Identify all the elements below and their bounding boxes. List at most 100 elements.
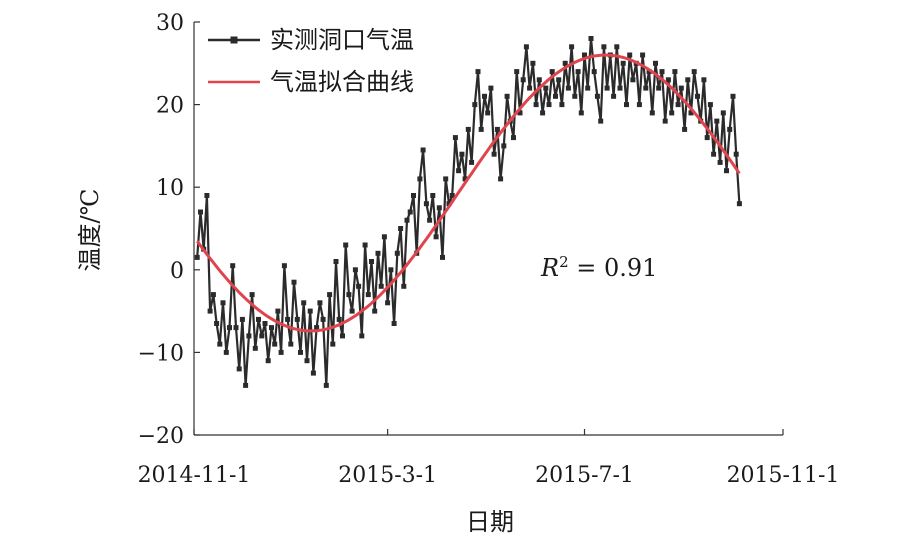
measured-point [656,85,662,91]
measured-point [511,135,516,141]
measured-point [649,110,655,116]
measured-point [449,193,455,198]
measured-point [330,341,336,347]
measured-point [469,159,475,165]
measured-point [543,85,549,91]
measured-point [452,135,458,141]
measured-point [659,69,665,75]
measured-point [281,263,287,269]
measured-point [207,308,213,314]
measured-point [294,316,300,322]
legend-label-fit: 气温拟合曲线 [270,68,414,96]
axes [193,22,783,436]
measured-point [691,69,697,75]
measured-point [217,341,223,347]
measured-point [230,263,236,269]
measured-point [485,110,491,116]
measured-point [527,85,533,91]
measured-point [317,300,323,306]
measured-point [459,151,465,157]
measured-point [259,333,265,339]
measured-point [601,44,607,50]
measured-point [504,93,510,99]
measured-point [482,93,487,99]
measured-point [440,254,445,260]
measured-point [411,193,416,198]
measured-point [556,77,562,83]
measured-point [494,126,500,132]
measured-point [243,382,249,388]
measured-point [575,69,581,75]
measured-point [372,308,378,314]
measured-point [711,151,717,157]
measured-point [695,93,700,99]
measured-point [688,110,694,116]
measured-point [223,349,229,355]
legend: 实测洞口气温 气温拟合曲线 [208,26,414,96]
legend-marker-measured [230,36,238,44]
measured-point [278,349,284,355]
measured-point [498,176,504,182]
measured-point [265,358,271,364]
measured-point [562,60,568,66]
measured-point [262,321,268,326]
measured-point [665,77,671,83]
measured-point [598,118,604,124]
measured-point [682,126,688,132]
measured-point [423,201,429,207]
measured-point [646,69,652,75]
measured-point [604,85,610,91]
r-squared-base: R [540,254,559,282]
y-tick-label: 10 [156,176,184,201]
r-squared-value: = 0.91 [569,254,658,282]
measured-point [272,341,278,347]
x-ticks: 2014-11-1 2015-3-1 2015-7-1 2015-11-1 [138,429,840,488]
x-tick-label: 2014-11-1 [138,463,251,488]
measured-point [523,44,529,50]
measured-point [433,234,439,240]
measured-point [301,300,307,306]
y-tick-label: 30 [156,11,184,36]
measured-point [394,250,400,256]
r-squared-sup: 2 [559,253,569,271]
measured-point [436,205,442,211]
measured-point [475,69,481,75]
measured-point [446,201,452,207]
measured-point [536,77,542,83]
measured-point [462,176,468,182]
fit-curve [195,53,741,333]
y-tick-label: 20 [156,94,184,119]
measured-point [546,102,552,108]
measured-point [653,60,658,66]
measured-point [365,292,371,298]
measured-point [643,85,649,91]
measured-point [346,292,352,298]
measured-point [320,316,326,322]
measured-point [343,242,349,248]
measured-point [210,292,216,298]
measured-point [340,333,345,339]
measured-point [582,52,587,58]
y-ticks: −20 −10 0 10 20 30 [138,11,200,449]
x-tick-label: 2015-11-1 [727,463,840,488]
measured-point [252,345,258,351]
legend-label-measured: 实测洞口气温 [270,26,414,54]
measured-point [730,93,736,99]
measured-point [427,217,433,223]
measured-point [501,143,507,149]
measured-point [540,110,546,116]
measured-point [514,69,520,75]
measured-point [298,349,303,355]
measured-point [624,102,629,108]
measured-point [388,267,394,273]
measured-point [465,126,471,132]
measured-point [420,147,426,153]
measured-point [359,333,365,339]
measured-point [214,321,220,326]
x-tick-label: 2015-3-1 [338,463,437,488]
measured-point [288,341,294,347]
measured-point [617,85,623,91]
measured-point [591,69,597,75]
y-axis-label: 温度/℃ [76,189,104,272]
